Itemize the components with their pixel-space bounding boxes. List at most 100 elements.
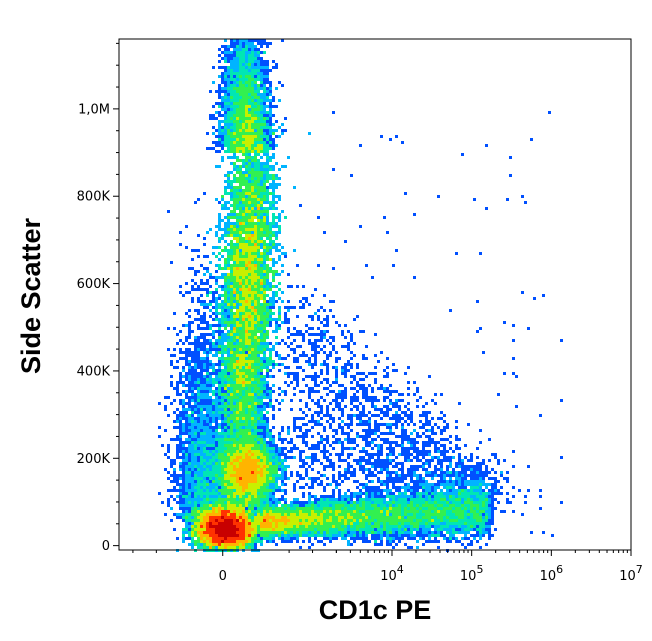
density-cell	[299, 417, 302, 420]
density-cell	[368, 453, 371, 456]
density-cell	[245, 252, 248, 255]
density-cell	[242, 261, 245, 264]
density-cell	[455, 480, 458, 483]
density-cell	[221, 141, 224, 144]
density-cell	[257, 288, 260, 291]
density-cell	[179, 468, 182, 471]
density-cell	[389, 447, 392, 450]
density-cell	[245, 234, 248, 237]
density-cell	[224, 369, 227, 372]
density-cell	[413, 471, 416, 474]
density-cell	[188, 474, 191, 477]
density-cell	[377, 480, 380, 483]
density-cell	[350, 471, 353, 474]
density-cell	[482, 351, 485, 354]
density-cell	[185, 372, 188, 375]
density-cell	[158, 402, 161, 405]
density-cell	[209, 456, 212, 459]
density-cell	[248, 120, 251, 123]
density-cell	[209, 378, 212, 381]
density-cell	[233, 108, 236, 111]
density-cell	[218, 462, 221, 465]
density-cell	[257, 249, 260, 252]
density-cell	[251, 108, 254, 111]
density-cell	[365, 438, 368, 441]
density-cell	[260, 93, 263, 96]
density-cell	[326, 393, 329, 396]
density-cell	[179, 450, 182, 453]
density-cell	[311, 414, 314, 417]
density-cell	[374, 420, 377, 423]
density-cell	[404, 477, 407, 480]
density-cell	[269, 168, 272, 171]
density-cell	[263, 60, 266, 63]
density-cell	[434, 489, 437, 492]
density-cell	[257, 471, 260, 474]
density-cell	[266, 348, 269, 351]
density-cell	[251, 309, 254, 312]
density-cell	[272, 363, 275, 366]
density-cell	[179, 291, 182, 294]
density-cell	[299, 459, 302, 462]
density-cell	[221, 435, 224, 438]
density-cell	[275, 480, 278, 483]
density-cell	[302, 423, 305, 426]
density-cell	[245, 102, 248, 105]
density-cell	[272, 156, 275, 159]
density-cell	[248, 471, 251, 474]
density-cell	[302, 306, 305, 309]
density-cell	[230, 99, 233, 102]
density-cell	[356, 414, 359, 417]
density-cell	[245, 312, 248, 315]
density-cell	[257, 426, 260, 429]
density-cell	[437, 486, 440, 489]
density-cell	[230, 459, 233, 462]
density-cell	[206, 456, 209, 459]
density-cell	[392, 402, 395, 405]
density-cell	[206, 465, 209, 468]
density-cell	[371, 432, 374, 435]
density-cell	[269, 174, 272, 177]
density-cell	[263, 384, 266, 387]
density-cell	[242, 306, 245, 309]
density-cell	[464, 465, 467, 468]
density-cell	[194, 438, 197, 441]
density-cell	[203, 312, 206, 315]
density-cell	[242, 429, 245, 432]
density-cell	[296, 474, 299, 477]
density-cell	[278, 312, 281, 315]
density-cell	[311, 348, 314, 351]
density-cell	[263, 471, 266, 474]
density-cell	[332, 267, 335, 270]
density-cell	[215, 411, 218, 414]
density-cell	[215, 438, 218, 441]
density-cell	[167, 444, 170, 447]
density-cell	[281, 429, 284, 432]
density-cell	[260, 387, 263, 390]
density-cell	[410, 480, 413, 483]
density-cell	[206, 372, 209, 375]
density-cell	[206, 396, 209, 399]
density-cell	[245, 276, 248, 279]
density-cell	[230, 273, 233, 276]
density-cell	[248, 66, 251, 69]
density-cell	[338, 438, 341, 441]
density-cell	[263, 255, 266, 258]
density-cell	[479, 480, 482, 483]
density-cell	[248, 228, 251, 231]
density-cell	[233, 156, 236, 159]
density-cell	[470, 453, 473, 456]
density-cell	[293, 372, 296, 375]
density-cell	[455, 435, 458, 438]
density-cell	[194, 456, 197, 459]
density-cell	[200, 288, 203, 291]
density-cell	[179, 432, 182, 435]
density-cell	[254, 51, 257, 54]
density-cell	[419, 477, 422, 480]
density-cell	[386, 468, 389, 471]
density-cell	[347, 438, 350, 441]
density-cell	[257, 387, 260, 390]
density-cell	[197, 483, 200, 486]
density-cell	[263, 450, 266, 453]
density-cell	[212, 417, 215, 420]
